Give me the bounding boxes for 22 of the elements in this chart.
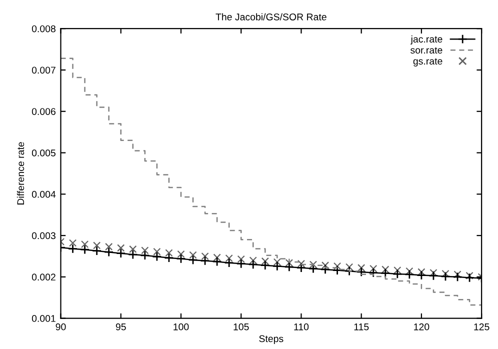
x-tick-label: 95 bbox=[116, 323, 126, 330]
x-tick-label: 90 bbox=[56, 323, 66, 330]
x-tick-label: 100 bbox=[174, 323, 189, 330]
legend-label: jac.rate bbox=[410, 35, 442, 44]
y-tick-label: 0.005 bbox=[32, 149, 56, 156]
legend-label: sor.rate bbox=[410, 47, 442, 54]
x-tick-label: 115 bbox=[354, 324, 369, 330]
x-tick-label: 105 bbox=[234, 323, 249, 330]
y-tick-label: 0.001 bbox=[32, 315, 56, 322]
y-tick-label: 0.008 bbox=[32, 25, 56, 32]
y-tick-label: 0.004 bbox=[32, 190, 56, 198]
x-axis-title: Steps bbox=[259, 335, 284, 344]
x-tick-label: 120 bbox=[414, 323, 430, 330]
y-tick-label: 0.003 bbox=[32, 232, 56, 240]
y-tick-label: 0.007 bbox=[32, 66, 56, 74]
y-axis-title: Difference rate bbox=[16, 142, 24, 204]
y-tick-label: 0.006 bbox=[32, 108, 56, 115]
y-tick-label: 0.002 bbox=[32, 274, 56, 281]
chart-title: The Jacobi/GS/SOR Rate bbox=[216, 13, 326, 20]
legend-label: gs.rate bbox=[413, 58, 442, 66]
x-tick-label: 110 bbox=[294, 323, 309, 330]
x-tick-label: 125 bbox=[474, 323, 490, 330]
